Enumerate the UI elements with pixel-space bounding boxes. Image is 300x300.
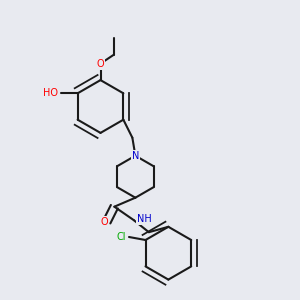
Text: O: O <box>97 58 104 69</box>
Text: HO: HO <box>43 88 58 98</box>
Text: O: O <box>100 217 108 227</box>
Text: Cl: Cl <box>116 232 126 242</box>
Text: N: N <box>132 151 139 161</box>
Text: NH: NH <box>137 214 152 224</box>
